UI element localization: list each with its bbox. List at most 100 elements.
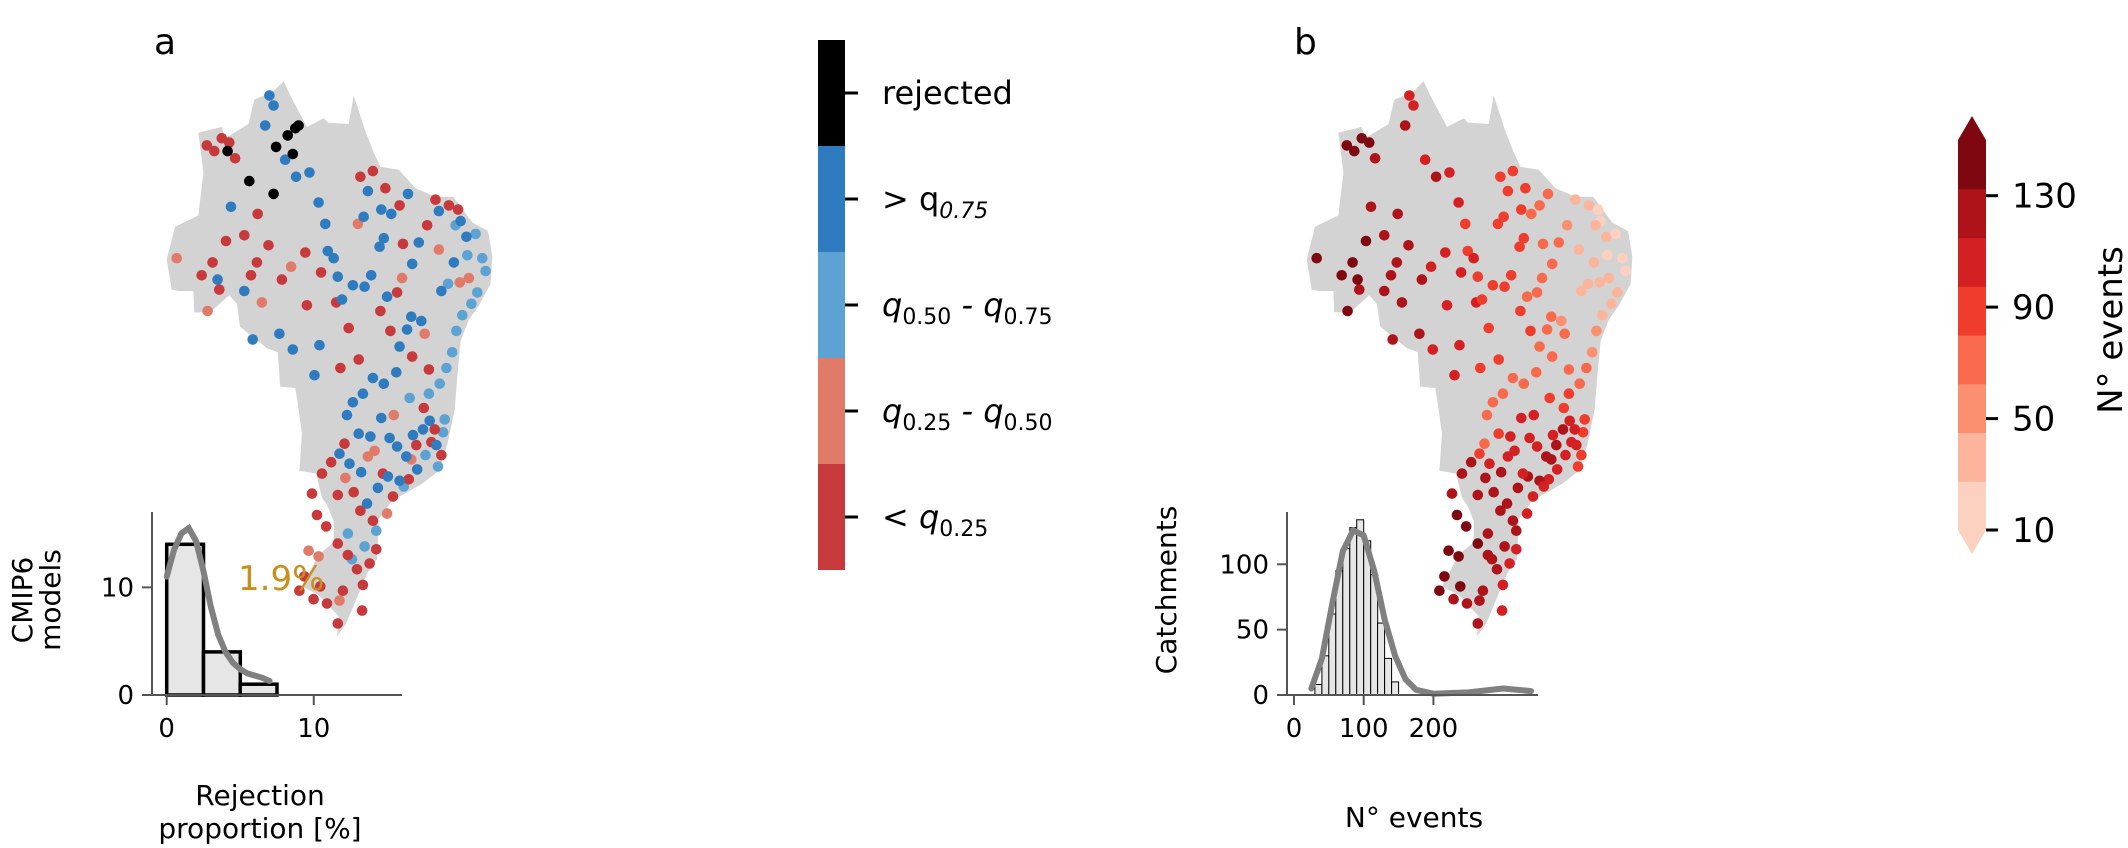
- station-point: [1577, 427, 1589, 438]
- station-point: [268, 188, 279, 200]
- colorbar-a: rejected > q0.75 q0.50 - q0.75 q0.25 - q…: [818, 40, 1052, 570]
- station-point: [413, 237, 425, 248]
- station-point: [391, 367, 402, 378]
- station-point: [477, 252, 488, 264]
- stations-a: [171, 90, 491, 629]
- station-point: [378, 378, 390, 390]
- station-point: [332, 489, 344, 501]
- station-point: [252, 208, 263, 220]
- station-point: [416, 315, 427, 327]
- station-point: [1495, 171, 1506, 183]
- ticks-a: 0 10 0 10: [101, 573, 330, 744]
- station-point: [207, 257, 218, 268]
- station-point: [1364, 137, 1375, 148]
- station-point: [300, 247, 311, 258]
- station-point: [388, 409, 400, 421]
- station-point: [1546, 311, 1557, 323]
- histogram-bar: [201, 650, 243, 697]
- y-tick-label: 100: [1219, 550, 1269, 580]
- y-tick-label: 0: [1252, 681, 1269, 711]
- station-point: [1536, 272, 1548, 284]
- station-point: [382, 471, 394, 482]
- brazil-map-a: [166, 81, 493, 637]
- station-point: [1477, 585, 1489, 596]
- station-point: [342, 528, 354, 539]
- station-point: [1617, 252, 1628, 264]
- station-point: [385, 325, 396, 337]
- station-point: [452, 204, 464, 215]
- station-point: [1601, 231, 1612, 243]
- colorbar-b-segment: [1958, 335, 1986, 385]
- station-point: [441, 362, 452, 374]
- station-point: [222, 145, 233, 157]
- station-point: [384, 432, 395, 444]
- inset-histogram-b: 0 100 200 0 50 100 Catchments N° events: [1150, 506, 1538, 834]
- station-point: [355, 171, 366, 183]
- station-point: [433, 205, 445, 217]
- station-point: [1499, 541, 1510, 552]
- histogram-bars-b: [1314, 519, 1400, 696]
- station-point: [294, 585, 305, 596]
- station-point: [1602, 250, 1613, 261]
- station-point: [1574, 378, 1585, 390]
- station-point: [1518, 378, 1530, 390]
- station-point: [378, 232, 390, 244]
- station-point: [1564, 415, 1575, 427]
- station-point: [259, 120, 271, 131]
- station-point: [443, 200, 455, 211]
- inset-histogram-a: 0 10 0 10 CMIP6 models Rejection proportion…: [6, 512, 402, 845]
- station-point: [1399, 120, 1411, 131]
- colorbar-b-title: N° events: [2091, 246, 2128, 414]
- colorbar-b-tick-label: 50: [2012, 400, 2055, 440]
- station-point: [1408, 100, 1419, 111]
- station-point: [406, 311, 417, 323]
- station-point: [357, 579, 369, 591]
- station-point: [1475, 362, 1486, 374]
- station-point: [348, 486, 360, 498]
- station-point: [437, 427, 449, 438]
- station-point: [451, 325, 462, 337]
- station-point: [202, 305, 213, 317]
- station-point: [1526, 208, 1537, 220]
- station-point: [268, 100, 279, 111]
- colorbar-b-segments: [1958, 116, 1986, 554]
- station-point: [337, 585, 349, 596]
- station-point: [367, 515, 379, 526]
- colorbar-b: 10 50 90 130 N° events: [1958, 116, 2128, 554]
- station-point: [322, 245, 334, 257]
- station-point: [334, 448, 345, 460]
- station-point: [423, 388, 435, 400]
- station-point: [320, 218, 331, 230]
- station-point: [432, 461, 444, 472]
- station-point: [472, 287, 483, 298]
- station-point: [1483, 322, 1494, 334]
- station-point: [1440, 247, 1451, 258]
- station-point: [1460, 218, 1471, 230]
- station-point: [220, 235, 232, 247]
- panel-b: b 10 50 90 130 N° events 0 100 200 0 50 100 Catc…: [1150, 22, 2128, 834]
- station-point: [1569, 424, 1580, 435]
- station-point: [1517, 468, 1529, 479]
- colorbar-label-gt-q075: > q0.75: [882, 180, 988, 224]
- station-point: [1507, 515, 1519, 526]
- station-point: [365, 431, 376, 442]
- station-point: [201, 140, 213, 151]
- colorbar-label-lt-q025: < q0.25: [882, 498, 988, 542]
- station-point: [1511, 525, 1522, 536]
- station-point: [1379, 285, 1390, 297]
- station-point: [355, 466, 367, 478]
- colorbar-b-segment: [1958, 481, 1986, 531]
- station-point: [332, 538, 344, 549]
- station-point: [1419, 154, 1431, 165]
- station-point: [1573, 244, 1585, 255]
- station-point: [314, 339, 325, 351]
- station-point: [1365, 201, 1377, 213]
- y-tick-label: 50: [1236, 616, 1269, 646]
- station-point: [1563, 388, 1575, 400]
- kde-curve-b: [1308, 527, 1534, 697]
- station-point: [1594, 277, 1606, 288]
- station-point: [359, 541, 370, 552]
- station-point: [381, 291, 393, 303]
- station-point: [1448, 593, 1459, 605]
